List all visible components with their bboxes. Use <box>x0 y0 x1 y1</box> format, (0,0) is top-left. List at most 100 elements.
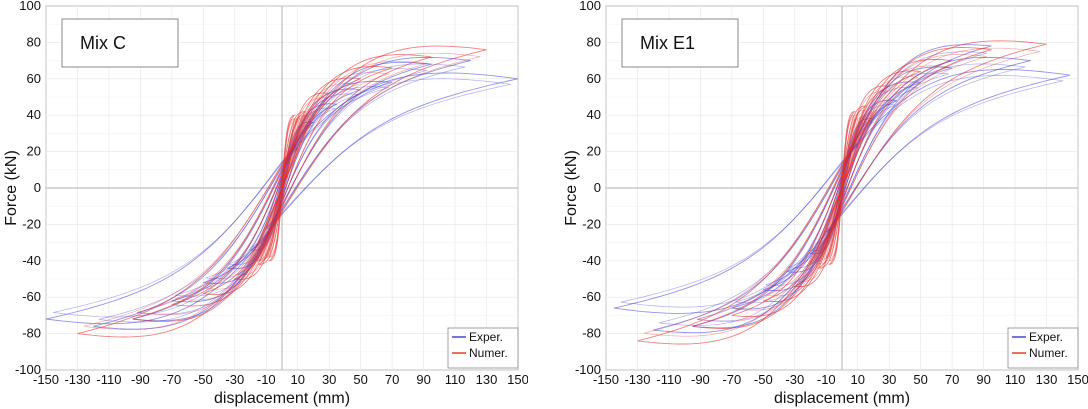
x-tick-label: 110 <box>1005 372 1026 387</box>
hysteresis-loop-repeat <box>136 60 428 316</box>
panel-label-box <box>61 18 179 68</box>
x-tick-label: -70 <box>722 372 741 387</box>
y-tick-label: 60 <box>587 71 601 86</box>
y-tick-label: 80 <box>27 34 41 49</box>
hysteresis-loop <box>77 45 487 338</box>
x-tick-label: 90 <box>416 372 430 387</box>
x-tick-label: 150 <box>507 372 528 387</box>
y-tick-label: 20 <box>587 144 601 159</box>
y-axis-title: Force (kN) <box>3 150 20 226</box>
y-tick-label: -20 <box>582 216 601 231</box>
y-tick-label: -60 <box>22 289 41 304</box>
x-axis-title: displacement (mm) <box>214 390 350 407</box>
legend-label: Exper. <box>1029 330 1063 344</box>
x-tick-label: -50 <box>754 372 773 387</box>
hysteresis-loop <box>203 88 361 284</box>
core-trace <box>806 109 878 267</box>
y-tick-label: 80 <box>587 34 601 49</box>
x-tick-label: 130 <box>476 372 498 387</box>
x-tick-label: -30 <box>225 372 244 387</box>
hysteresis-loop <box>171 66 393 307</box>
y-tick-label: 100 <box>579 0 601 13</box>
y-tick-label: 0 <box>34 180 41 195</box>
x-tick-label: 70 <box>945 372 959 387</box>
y-tick-label: -40 <box>582 253 601 268</box>
hysteresis-loop-repeat <box>268 118 296 258</box>
hysteresis-loop-repeat <box>643 47 1041 337</box>
x-tick-label: 130 <box>1036 372 1058 387</box>
y-tick-label: -100 <box>15 362 41 377</box>
y-axis-title: Force (kN) <box>563 150 580 226</box>
x-tick-label: 70 <box>385 372 399 387</box>
chart-mix-c: -150 -130 -110 -90 -70 -50 -30 -10 10 30 50 70 90 110… <box>3 0 528 407</box>
hysteresis-loop-repeat <box>83 52 481 330</box>
x-tick-label: -130 <box>624 372 650 387</box>
legend: Exper. Numer. <box>447 327 519 369</box>
panel-label: Mix E1 <box>640 33 695 53</box>
legend-label: Exper. <box>469 330 503 344</box>
hysteresis-loop <box>828 111 856 265</box>
core-trace <box>246 109 318 267</box>
x-tick-label: 30 <box>322 372 336 387</box>
x-tick-label: -90 <box>131 372 150 387</box>
y-tick-label: 20 <box>27 144 41 159</box>
hysteresis-loop <box>731 58 953 318</box>
hysteresis-loop <box>637 40 1047 345</box>
x-tick-label: -70 <box>162 372 181 387</box>
hysteresis-loop <box>267 114 297 262</box>
y-tick-label: -20 <box>22 216 41 231</box>
x-tick-label: 110 <box>445 372 466 387</box>
numerical-core <box>806 109 878 267</box>
x-tick-label: 150 <box>1067 372 1088 387</box>
x-tick-label: 50 <box>353 372 367 387</box>
hysteresis-loop <box>132 54 432 322</box>
hysteresis-loop <box>132 61 432 322</box>
hysteresis-loop <box>45 72 519 325</box>
hysteresis-loop-repeat <box>98 63 466 323</box>
hysteresis-loop <box>258 111 306 265</box>
y-tick-label: 40 <box>27 107 41 122</box>
numerical-core <box>246 109 318 267</box>
y-tick-label: 60 <box>27 71 41 86</box>
y-tick-label: -60 <box>582 289 601 304</box>
legend-box <box>447 327 519 369</box>
x-tick-label: 30 <box>882 372 896 387</box>
x-tick-label: -10 <box>257 372 276 387</box>
hysteresis-loop-repeat <box>735 65 949 311</box>
chart-mix-e1: -150 -130 -110 -90 -70 -50 -30 -10 10 30 50 70 90 110… <box>563 0 1088 407</box>
y-tick-label: -80 <box>22 326 41 341</box>
x-tick-label: -110 <box>96 372 121 387</box>
y-tick-label: -40 <box>22 253 41 268</box>
hysteresis-loop-repeat <box>175 86 389 297</box>
hysteresis-loop <box>203 77 361 295</box>
y-tick-label: -80 <box>582 326 601 341</box>
hysteresis-loop <box>692 44 992 329</box>
hysteresis-loop <box>692 47 992 329</box>
x-tick-label: -30 <box>785 372 804 387</box>
x-tick-label: -10 <box>817 372 836 387</box>
x-tick-label: 10 <box>850 372 864 387</box>
x-tick-label: 90 <box>976 372 990 387</box>
x-tick-label: -150 <box>33 372 59 387</box>
legend-label: Numer. <box>1029 346 1068 360</box>
legend: Exper. Numer. <box>1007 327 1079 369</box>
x-tick-label: -150 <box>593 372 619 387</box>
x-tick-label: 50 <box>913 372 927 387</box>
hysteresis-loop-repeat <box>696 54 988 322</box>
x-tick-label: -50 <box>194 372 213 387</box>
x-axis-title: displacement (mm) <box>774 390 910 407</box>
legend-box <box>1007 327 1079 369</box>
hysteresis-loop <box>613 69 1071 314</box>
series-numer <box>77 45 487 338</box>
y-tick-label: 0 <box>594 180 601 195</box>
panel-label-box <box>621 18 739 68</box>
x-tick-label: -110 <box>656 372 681 387</box>
hysteresis-loop <box>93 56 471 330</box>
x-tick-label: -90 <box>691 372 710 387</box>
y-tick-label: -100 <box>575 362 601 377</box>
x-tick-label: -130 <box>64 372 90 387</box>
panel-label: Mix C <box>80 33 126 53</box>
hysteresis-loop-repeat <box>620 75 1064 308</box>
y-tick-label: 100 <box>19 0 41 13</box>
legend-label: Numer. <box>469 346 508 360</box>
